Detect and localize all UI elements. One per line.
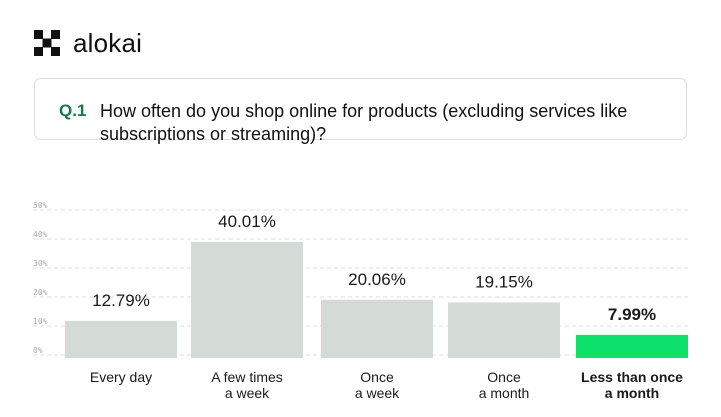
x-tick-label: a week xyxy=(225,385,270,401)
bar xyxy=(65,320,177,358)
bar xyxy=(191,241,303,358)
data-label: 7.99% xyxy=(608,305,656,324)
y-tick-label: 0% xyxy=(33,346,43,355)
alokai-logo-icon xyxy=(34,30,60,56)
brand-logo: alokai xyxy=(34,29,142,57)
y-tick-label: 50% xyxy=(33,201,48,210)
x-tick-label: Every day xyxy=(90,369,152,385)
y-tick-label: 10% xyxy=(33,317,48,326)
bar xyxy=(576,334,688,358)
x-tick-label: a month xyxy=(479,385,530,401)
x-tick-label: a week xyxy=(355,385,400,401)
x-tick-label: A few times xyxy=(211,369,283,385)
x-tick-label: Once xyxy=(360,369,394,385)
bar xyxy=(321,299,433,358)
bar xyxy=(448,302,560,358)
data-label: 19.15% xyxy=(475,272,533,291)
x-tick-label: a month xyxy=(605,385,659,401)
data-label: 40.01% xyxy=(218,212,276,231)
question-card: Q.1 How often do you shop online for pro… xyxy=(34,78,687,144)
y-tick-label: 30% xyxy=(33,259,48,268)
x-tick-label: Once xyxy=(487,369,521,385)
question-number: Q.1 xyxy=(59,101,87,120)
y-tick-label: 20% xyxy=(33,288,48,297)
brand-name: alokai xyxy=(73,28,143,58)
data-label: 12.79% xyxy=(92,291,150,310)
x-tick-label: Less than once xyxy=(581,369,683,385)
data-label: 20.06% xyxy=(348,270,406,289)
y-tick-label: 40% xyxy=(33,230,48,239)
question-text: How often do you shop online for product… xyxy=(100,101,628,144)
